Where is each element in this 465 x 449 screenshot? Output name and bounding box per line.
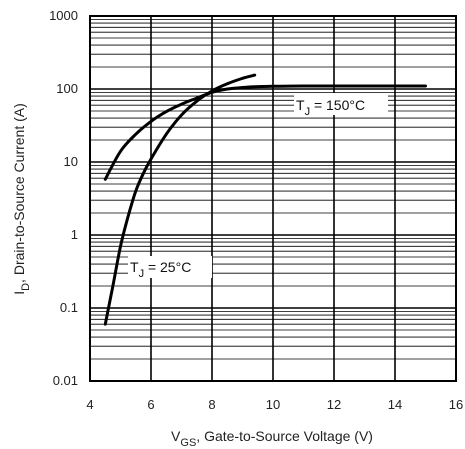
y-tick-label: 100 <box>56 81 78 96</box>
x-tick-label: 10 <box>266 397 280 412</box>
curves <box>103 73 427 326</box>
y-tick-label: 0.1 <box>60 300 78 315</box>
y-tick-label: 0.01 <box>53 373 78 388</box>
series-25c-line <box>103 73 257 326</box>
x-tick-label: 6 <box>147 397 154 412</box>
y-axis-label: ID, Drain-to-Source Current (A) <box>11 103 32 295</box>
x-tick-label: 4 <box>86 397 93 412</box>
x-tick-labels: 4 6 8 10 12 14 16 <box>86 397 463 412</box>
x-tick-label: 12 <box>327 397 341 412</box>
x-tick-label: 8 <box>208 397 215 412</box>
label-25c-group: TJ = 25°C <box>128 256 212 280</box>
label-150c: TJ = 150°C <box>296 97 365 118</box>
label-25c: TJ = 25°C <box>130 259 191 280</box>
y-tick-label: 1000 <box>49 8 78 23</box>
plot-frame <box>89 15 457 382</box>
label-150c-group: TJ = 150°C <box>294 93 388 118</box>
x-tick-label: 14 <box>388 397 402 412</box>
series-150c-line <box>103 84 427 181</box>
x-tick-label: 16 <box>449 397 463 412</box>
y-tick-label: 10 <box>64 154 78 169</box>
y-tick-labels: 0.01 0.1 1 10 100 1000 <box>49 8 78 388</box>
x-axis-label: VGS, Gate-to-Source Voltage (V) <box>171 428 373 449</box>
y-tick-label: 1 <box>71 227 78 242</box>
grid <box>90 16 456 381</box>
